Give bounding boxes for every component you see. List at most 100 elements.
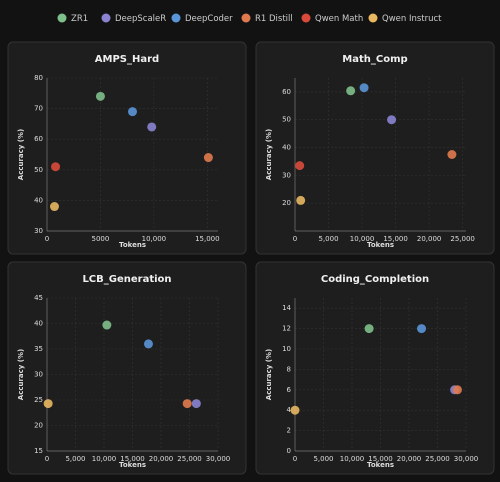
point	[49, 202, 59, 212]
legend-marker	[171, 13, 181, 23]
x-tick-label: 15,000	[383, 235, 408, 243]
x-axis-label: Tokens	[119, 461, 146, 469]
y-tick-label: 15	[34, 447, 43, 455]
point	[51, 162, 61, 172]
legend-label: Qwen Math	[315, 14, 363, 24]
legend-marker	[301, 13, 311, 23]
point	[290, 405, 300, 415]
y-tick-label: 14	[282, 304, 291, 312]
y-tick-label: 12	[282, 325, 291, 333]
point	[417, 324, 427, 334]
x-tick-label: 0	[45, 235, 49, 243]
y-tick-label: 30	[282, 171, 291, 179]
point	[182, 399, 192, 409]
y-tick-label: 6	[287, 386, 292, 394]
y-tick-label: 40	[34, 320, 43, 328]
x-tick-label: 30,000	[206, 455, 231, 463]
legend-marker	[368, 13, 378, 23]
chart-title: LCB_Generation	[82, 274, 171, 285]
legend-label: DeepScaleR	[115, 14, 166, 24]
x-axis-label: Tokens	[119, 241, 146, 249]
x-tick-label: 5,000	[319, 235, 339, 243]
x-axis-label: Tokens	[367, 241, 394, 249]
y-tick-label: 20	[282, 199, 291, 207]
point	[296, 195, 306, 205]
chart-title: Coding_Completion	[321, 274, 429, 285]
chart-title: AMPS_Hard	[95, 54, 159, 65]
legend-label: Qwen Instruct	[382, 14, 442, 24]
y-axis-label: Accuracy (%)	[265, 349, 273, 400]
point	[203, 153, 213, 163]
y-tick-label: 70	[34, 105, 43, 113]
y-tick-label: 40	[34, 196, 43, 204]
legend-label: DeepCoder	[185, 14, 233, 24]
y-tick-label: 10	[282, 345, 291, 353]
x-tick-label: 25,000	[425, 455, 450, 463]
panel	[7, 41, 247, 255]
y-tick-label: 80	[34, 74, 43, 82]
panel	[255, 261, 495, 475]
point	[95, 91, 105, 101]
y-tick-label: 25	[34, 396, 43, 404]
y-tick-label: 2	[287, 427, 291, 435]
x-tick-label: 25,000	[450, 235, 475, 243]
point	[102, 320, 112, 330]
point	[447, 150, 457, 159]
point	[452, 385, 462, 395]
x-tick-label: 15,000	[195, 235, 220, 243]
y-tick-label: 20	[34, 422, 43, 430]
y-tick-label: 40	[282, 144, 291, 152]
x-tick-label: 5,000	[65, 455, 85, 463]
point	[364, 324, 374, 334]
y-axis-label: Accuracy (%)	[17, 349, 25, 400]
x-tick-label: 10,000	[142, 235, 167, 243]
point	[143, 339, 153, 349]
legend-label: ZR1	[71, 14, 88, 24]
y-tick-label: 4	[287, 406, 292, 414]
panel	[255, 41, 495, 255]
y-axis-label: Accuracy (%)	[17, 129, 25, 180]
x-tick-label: 5000	[92, 235, 110, 243]
x-axis-label: Tokens	[367, 461, 394, 469]
point	[346, 86, 356, 96]
y-tick-label: 8	[287, 365, 291, 373]
legend-marker	[241, 13, 251, 23]
y-axis-label: Accuracy (%)	[265, 129, 273, 180]
y-tick-label: 0	[287, 447, 291, 455]
legend-marker	[57, 13, 67, 23]
y-tick-label: 30	[34, 227, 43, 235]
x-tick-label: 30,000	[454, 455, 479, 463]
point	[359, 83, 369, 93]
x-tick-label: 0	[45, 455, 49, 463]
y-tick-label: 30	[34, 371, 43, 379]
chart-title: Math_Comp	[342, 54, 407, 65]
x-tick-label: 10,000	[350, 235, 375, 243]
x-tick-label: 0	[293, 235, 297, 243]
y-tick-label: 45	[34, 294, 43, 302]
y-tick-label: 60	[282, 88, 291, 96]
point	[295, 161, 305, 171]
legend-marker	[101, 13, 111, 23]
x-tick-label: 10,000	[340, 455, 365, 463]
y-tick-label: 60	[34, 135, 43, 143]
x-tick-label: 5,000	[313, 455, 333, 463]
x-tick-label: 0	[293, 455, 297, 463]
point	[128, 107, 137, 117]
x-tick-label: 20,000	[149, 455, 174, 463]
point	[147, 122, 157, 132]
point	[387, 115, 397, 125]
panel	[7, 261, 247, 475]
x-tick-label: 15,000	[120, 455, 145, 463]
x-tick-label: 15,000	[368, 455, 393, 463]
y-tick-label: 50	[282, 116, 291, 124]
y-tick-label: 50	[34, 166, 43, 174]
y-tick-label: 35	[34, 345, 43, 353]
x-tick-label: 20,000	[417, 235, 442, 243]
x-tick-label: 20,000	[397, 455, 422, 463]
point	[191, 399, 201, 409]
point	[43, 399, 53, 409]
x-tick-label: 10,000	[92, 455, 117, 463]
legend-label: R1 Distill	[255, 14, 293, 24]
x-tick-label: 25,000	[177, 455, 202, 463]
